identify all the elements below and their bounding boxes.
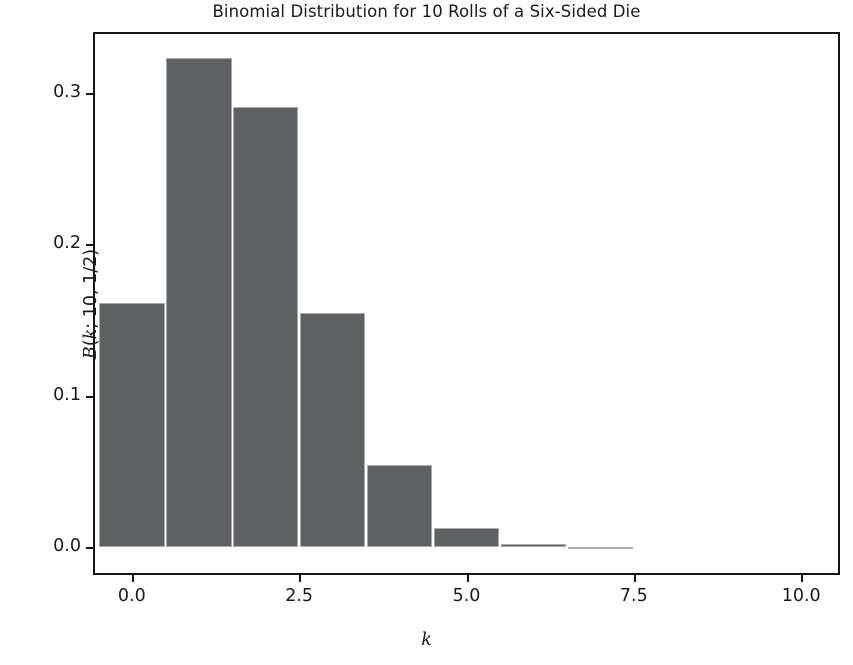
- bar-k-5: [433, 527, 500, 548]
- y-tick-1: [86, 395, 95, 398]
- x-tick-label-2: 5.0: [452, 586, 481, 606]
- chart-title: Binomial Distribution for 10 Rolls of a …: [212, 2, 641, 21]
- x-axis-label: k: [0, 630, 853, 650]
- y-axis-label: B(k; 10, 1/2): [81, 248, 101, 358]
- y-axis-label-open: (: [81, 338, 101, 346]
- bar-k-0: [99, 302, 165, 548]
- y-tick-label-2: 0.2: [53, 233, 81, 254]
- plot-area: B(k; 10, 1/2) 0.0 0.1 0.2 0.3 0.0 2.5 5.0 7.5 10…: [53, 32, 840, 606]
- bar-k-7: [567, 547, 634, 550]
- bar-k-2: [232, 107, 299, 548]
- x-tick-2: [466, 573, 469, 582]
- x-tick-label-4: 10.0: [781, 586, 821, 606]
- y-tick-label-1: 0.1: [53, 384, 81, 405]
- x-tick-label-1: 2.5: [285, 586, 314, 606]
- y-tick-2: [86, 244, 95, 247]
- bar-k-4: [366, 465, 433, 548]
- x-tick-label-0: 0.0: [117, 586, 146, 606]
- y-tick-label-0: 0.0: [53, 536, 81, 557]
- y-tick-0: [86, 547, 95, 550]
- x-tick-label-3: 7.5: [619, 586, 648, 606]
- y-tick-3: [86, 92, 95, 95]
- y-tick-label-3: 0.3: [53, 81, 81, 102]
- bar-k-3: [299, 312, 366, 548]
- y-axis-label-b: B: [81, 345, 101, 359]
- bar-k-1: [165, 58, 232, 548]
- y-axis-label-k: k: [81, 328, 101, 339]
- bar-k-6: [500, 544, 567, 548]
- x-tick-0: [131, 573, 134, 582]
- x-tick-3: [633, 573, 636, 582]
- x-tick-1: [299, 573, 302, 582]
- bars-layer: [95, 34, 838, 573]
- y-axis-label-rest: ; 10, 1/2): [81, 248, 101, 329]
- x-tick-4: [801, 573, 804, 582]
- x-axis-label-text: k: [421, 630, 432, 650]
